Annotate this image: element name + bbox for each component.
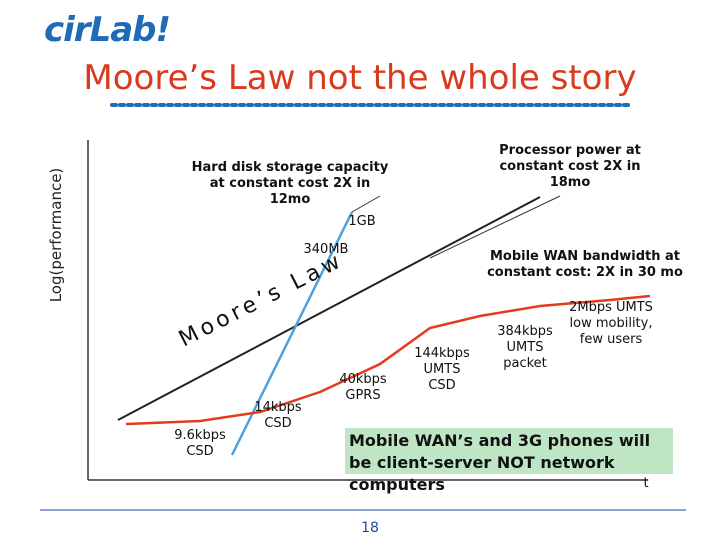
disk-capacity-line xyxy=(230,211,354,456)
client-server-callout: Mobile WAN’s and 3G phones will be clien… xyxy=(345,428,673,494)
processor-callout-line xyxy=(429,195,561,259)
processor-annotation: Processor power at constant cost 2X in 1… xyxy=(499,143,641,190)
wan-annotation: Mobile WAN bandwidth at constant cost: 2… xyxy=(487,249,683,280)
disk-callout-line xyxy=(351,195,381,213)
label-14kbps-csd: 14kbps CSD xyxy=(254,400,302,431)
disk-annotation: Hard disk storage capacity at constant c… xyxy=(191,160,389,207)
moore-law-line xyxy=(117,196,541,421)
title-underline-dots xyxy=(110,103,630,107)
label-144kbps-umts: 144kbps UMTS CSD xyxy=(414,346,470,393)
label-2mbps-umts: 2Mbps UMTS low mobility, few users xyxy=(569,300,653,347)
x-axis-label: t xyxy=(643,476,649,491)
page-number: 18 xyxy=(361,520,379,536)
wan-bandwidth-line xyxy=(125,294,651,426)
disk-340mb-label: 340MB xyxy=(303,242,349,257)
cirlab-logo: cirLab! xyxy=(44,10,171,50)
disk-1gb-label: 1GB xyxy=(348,214,376,229)
slide-title: Moore’s Law not the whole story xyxy=(83,58,637,98)
label-9-6kbps-csd: 9.6kbps CSD xyxy=(174,428,226,459)
label-40kbps-gprs: 40kbps GPRS xyxy=(339,372,387,403)
label-384kbps-umts: 384kbps UMTS packet xyxy=(497,324,553,371)
